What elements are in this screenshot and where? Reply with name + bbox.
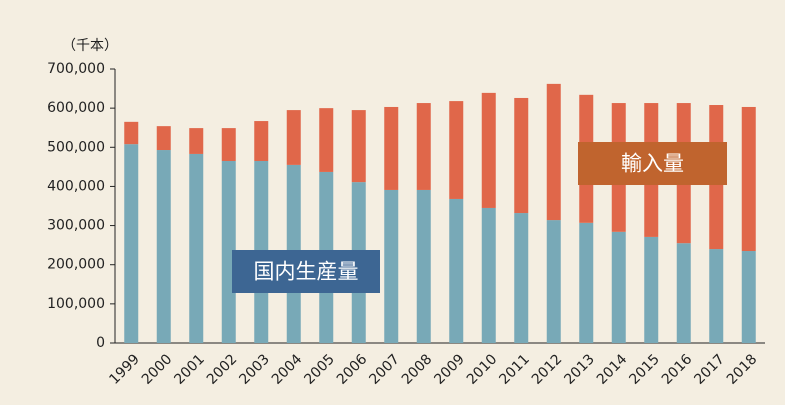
bar-segment bbox=[546, 220, 561, 343]
bar-segment bbox=[124, 144, 139, 343]
bar-segment bbox=[221, 128, 236, 161]
series-label: 国内生産量 bbox=[254, 260, 359, 284]
y-tick-label: 0 bbox=[96, 335, 105, 351]
y-tick-label: 500,000 bbox=[47, 139, 105, 155]
y-tick-label: 700,000 bbox=[47, 61, 105, 77]
bar-segment bbox=[579, 222, 594, 343]
bar-segment bbox=[156, 150, 171, 343]
bar-segment bbox=[449, 101, 464, 199]
bar-segment bbox=[254, 121, 269, 161]
bar-segment bbox=[221, 160, 236, 343]
bar-segment bbox=[189, 128, 204, 154]
bar-segment bbox=[384, 189, 399, 343]
series-label: 輸入量 bbox=[621, 152, 684, 176]
bar-segment bbox=[286, 110, 301, 165]
y-tick-label: 400,000 bbox=[47, 178, 105, 194]
bar-segment bbox=[644, 236, 659, 343]
y-tick-label: 600,000 bbox=[47, 100, 105, 116]
bar-segment bbox=[156, 126, 171, 151]
series-label-box bbox=[232, 250, 380, 293]
bar-segment bbox=[611, 231, 626, 343]
unit-label: （千本） bbox=[62, 38, 118, 54]
bar-segment bbox=[514, 97, 529, 214]
bar-segment bbox=[189, 153, 204, 343]
bar-segment bbox=[481, 207, 496, 343]
bar-segment bbox=[481, 92, 496, 208]
series-label-box bbox=[578, 142, 727, 185]
y-tick-label: 200,000 bbox=[47, 257, 105, 273]
y-tick-label: 100,000 bbox=[47, 296, 105, 312]
bar-segment bbox=[384, 106, 399, 190]
bar-segment bbox=[676, 243, 691, 343]
bar-segment bbox=[416, 103, 431, 190]
bar-segment bbox=[351, 110, 366, 183]
bar-segment bbox=[124, 121, 139, 145]
bar-segment bbox=[741, 251, 756, 343]
bar-segment bbox=[416, 189, 431, 343]
bar-segment bbox=[449, 198, 464, 343]
bar-segment bbox=[514, 213, 529, 343]
y-tick-label: 300,000 bbox=[47, 218, 105, 234]
bar-segment bbox=[741, 106, 756, 252]
bar-segment bbox=[319, 108, 334, 172]
bar-segment bbox=[546, 83, 561, 221]
bar-segment bbox=[709, 249, 724, 343]
